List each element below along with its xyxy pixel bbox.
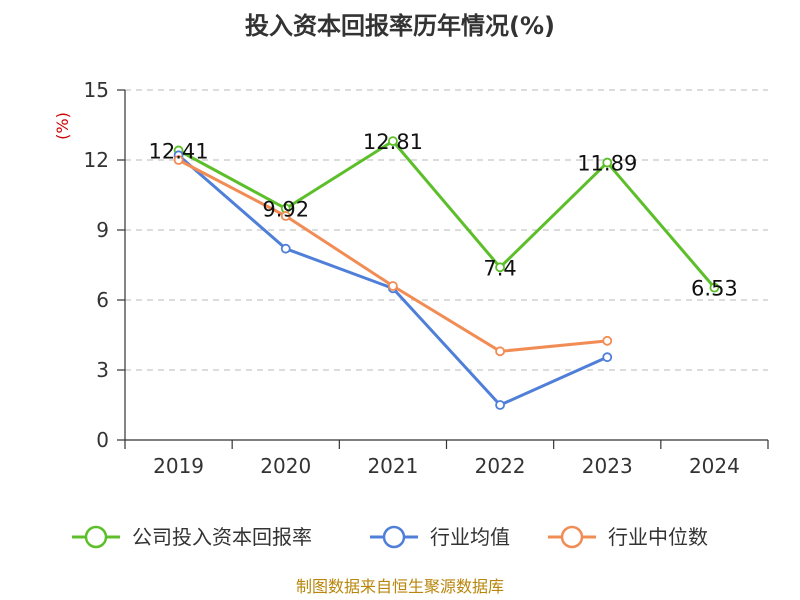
data-point-s1-2023 bbox=[602, 352, 613, 363]
legend-label-2: 行业中位数 bbox=[608, 525, 708, 549]
y-tick-label-3: 3 bbox=[96, 358, 109, 382]
data-label-2020: 9.92 bbox=[262, 198, 309, 222]
legend-label-0: 公司投入资本回报率 bbox=[132, 525, 312, 549]
legend-marker-0 bbox=[84, 525, 108, 549]
data-source-note: 制图数据来自恒生聚源数据库 bbox=[296, 577, 504, 596]
series-line-0 bbox=[177, 139, 716, 289]
data-point-s2-2023 bbox=[602, 335, 613, 346]
chart-title: 投入资本回报率历年情况(%) bbox=[245, 12, 555, 40]
x-tick-label-2020: 2020 bbox=[260, 454, 311, 478]
data-point-s1-2022 bbox=[495, 400, 505, 410]
y-tick-label-6: 6 bbox=[96, 288, 109, 312]
series bbox=[173, 136, 720, 410]
data-point-s1-2020 bbox=[280, 243, 291, 254]
data-label-2023: 11.89 bbox=[577, 152, 637, 176]
y-tick-label-0: 0 bbox=[96, 428, 109, 452]
data-point-s2-2022 bbox=[495, 346, 505, 357]
data-point-s2-2021 bbox=[388, 281, 398, 291]
data-label-2021: 12.81 bbox=[363, 130, 423, 154]
legend-marker-2 bbox=[560, 525, 584, 549]
x-tick-label-2023: 2023 bbox=[582, 454, 633, 478]
axes: 0 3 6 9 12 15 2019 2020 2021 2022 2023 2024 bbox=[84, 78, 769, 478]
y-tick-label-15: 15 bbox=[84, 78, 109, 102]
x-tick-label-2022: 2022 bbox=[475, 454, 526, 478]
series-line-2 bbox=[177, 158, 608, 353]
data-point-s0-2021 bbox=[388, 136, 398, 147]
x-tick-label-2019: 2019 bbox=[153, 454, 204, 478]
legend: 公司投入资本回报率 行业均值 行业中位数 bbox=[72, 525, 708, 549]
legend-label-1: 行业均值 bbox=[430, 525, 510, 549]
data-label-2022: 7.4 bbox=[483, 256, 516, 280]
data-point-s2-2019 bbox=[173, 155, 184, 165]
y-axis-unit-label: (%) bbox=[53, 112, 72, 140]
y-tick-label-12: 12 bbox=[84, 148, 109, 172]
data-labels: 12.41 9.92 12.81 7.4 11.89 6.53 bbox=[149, 130, 738, 301]
x-tick-label-2021: 2021 bbox=[367, 454, 418, 478]
y-tick-label-9: 9 bbox=[96, 218, 109, 242]
grid bbox=[125, 89, 768, 371]
data-point-s0-2024 bbox=[709, 282, 720, 293]
data-point-s0-2022 bbox=[495, 262, 505, 273]
data-label-2019: 12.41 bbox=[149, 139, 209, 163]
data-point-s0-2023 bbox=[602, 157, 613, 168]
data-point-s2-2020 bbox=[280, 211, 291, 221]
legend-marker-1 bbox=[382, 525, 406, 549]
data-label-2024: 6.53 bbox=[691, 277, 738, 301]
x-tick-label-2024: 2024 bbox=[689, 454, 740, 478]
